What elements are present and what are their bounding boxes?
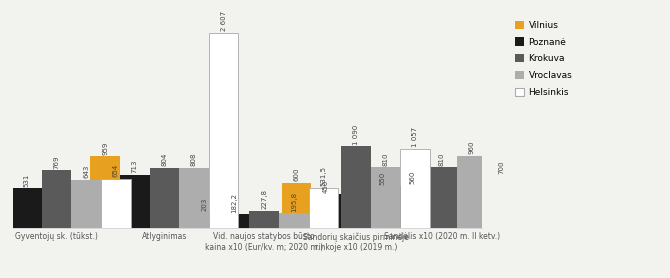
Text: 810: 810 <box>439 152 445 166</box>
Bar <box>368 187 397 228</box>
Text: 450: 450 <box>323 179 329 193</box>
Bar <box>0 186 12 228</box>
Text: 643: 643 <box>83 165 89 178</box>
Text: 810: 810 <box>383 152 389 166</box>
Bar <box>341 147 371 228</box>
Text: 808: 808 <box>191 152 197 166</box>
Text: 1 090: 1 090 <box>352 125 358 145</box>
Bar <box>400 149 430 228</box>
Text: 959: 959 <box>102 141 108 155</box>
Text: 531,5: 531,5 <box>320 167 326 187</box>
Text: 182,2: 182,2 <box>231 193 237 213</box>
Text: 1 057: 1 057 <box>412 127 418 147</box>
Text: 560: 560 <box>409 171 415 184</box>
Text: 804: 804 <box>161 153 168 166</box>
Bar <box>190 213 220 228</box>
Bar <box>90 156 120 228</box>
Bar <box>279 213 309 228</box>
Text: 195,8: 195,8 <box>291 192 297 212</box>
Bar <box>371 167 400 228</box>
Bar <box>249 211 279 228</box>
Bar <box>149 168 179 228</box>
Text: 654: 654 <box>113 164 119 177</box>
Text: 203: 203 <box>202 198 208 211</box>
Bar <box>427 167 457 228</box>
Bar <box>486 176 516 228</box>
Bar <box>179 168 209 228</box>
Text: 531: 531 <box>24 173 30 187</box>
Bar <box>120 175 149 228</box>
Text: 550: 550 <box>380 172 386 185</box>
Bar <box>312 194 341 228</box>
Bar <box>309 188 338 228</box>
Text: 713: 713 <box>132 159 138 173</box>
Legend: Vilnius, Poznanė, Krokuva, Vroclavas, Helsinkis: Vilnius, Poznanė, Krokuva, Vroclavas, He… <box>515 21 572 97</box>
Bar <box>281 183 312 228</box>
Bar <box>220 214 249 228</box>
Text: 960: 960 <box>468 141 474 155</box>
Text: 2 607: 2 607 <box>220 11 226 31</box>
Bar <box>397 186 427 228</box>
Bar <box>12 188 42 228</box>
Bar <box>457 156 486 228</box>
Text: 227,8: 227,8 <box>261 189 267 209</box>
Text: 600: 600 <box>293 168 299 181</box>
Bar <box>42 170 71 228</box>
Text: 700: 700 <box>498 160 505 174</box>
Bar <box>101 179 131 228</box>
Text: 769: 769 <box>54 155 60 169</box>
Bar <box>209 33 239 228</box>
Bar <box>71 180 101 228</box>
